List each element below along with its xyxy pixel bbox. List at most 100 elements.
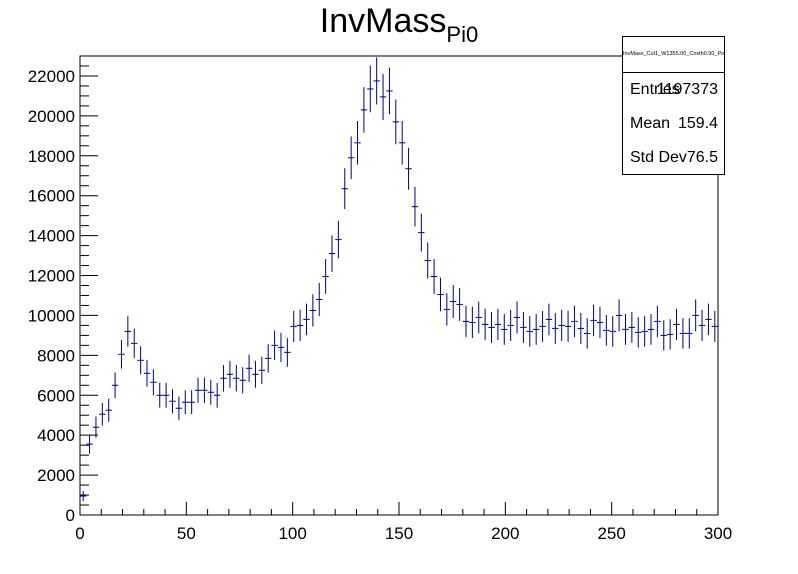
- data-point: [494, 308, 502, 341]
- data-point: [335, 220, 342, 259]
- data-point: [213, 382, 221, 408]
- stats-histogram-name: InvMass_Cut1_W1355.00_Costh0.90_PolState…: [623, 37, 724, 73]
- data-point: [571, 305, 578, 338]
- data-point: [124, 316, 132, 347]
- data-point: [660, 320, 667, 351]
- data-point: [303, 303, 310, 336]
- data-point: [162, 382, 170, 408]
- stats-label: Mean: [630, 115, 671, 132]
- data-point: [399, 121, 406, 165]
- data-point: [405, 147, 412, 190]
- stats-label: Std Dev: [630, 149, 687, 166]
- data-point: [596, 306, 604, 339]
- data-point: [131, 328, 138, 359]
- data-point: [450, 284, 457, 318]
- data-point: [411, 186, 419, 227]
- x-tick-label: 250: [597, 524, 625, 543]
- title-main: InvMass: [319, 2, 447, 40]
- stats-value: 76.5: [686, 149, 718, 166]
- data-point: [424, 242, 431, 279]
- data-point: [628, 311, 636, 343]
- data-point: [316, 282, 323, 317]
- data-point: [488, 311, 495, 343]
- data-point: [201, 377, 208, 403]
- data-point: [520, 311, 527, 343]
- y-tick-label: 16000: [28, 187, 75, 206]
- data-point: [328, 235, 336, 272]
- y-tick-label: 22000: [28, 67, 75, 86]
- data-point: [309, 294, 317, 327]
- data-point: [532, 314, 540, 345]
- data-point: [271, 330, 278, 361]
- data-point: [584, 318, 591, 349]
- stats-box: InvMass_Cut1_W1355.00_Costh0.90_PolState…: [622, 36, 725, 175]
- data-point: [80, 491, 87, 501]
- data-point: [143, 359, 151, 387]
- data-point: [552, 312, 559, 344]
- y-tick-label: 0: [66, 506, 75, 525]
- data-point: [386, 67, 393, 115]
- data-point: [252, 360, 259, 388]
- data-point: [654, 305, 661, 338]
- data-point: [156, 382, 163, 408]
- data-point: [501, 314, 508, 345]
- data-point: [239, 367, 246, 394]
- data-point: [698, 309, 706, 341]
- y-tick-label: 6000: [37, 386, 75, 405]
- data-point: [111, 372, 119, 399]
- data-point: [513, 301, 521, 334]
- data-point: [194, 377, 202, 403]
- stats-row-mean: Mean 159.4: [630, 107, 718, 141]
- data-point: [367, 65, 374, 113]
- x-tick-label: 50: [177, 524, 196, 543]
- data-point: [539, 310, 546, 342]
- data-point: [226, 360, 234, 388]
- data-point: [220, 365, 227, 392]
- data-point: [475, 301, 482, 334]
- data-point: [545, 303, 553, 336]
- data-point: [182, 390, 189, 415]
- y-tick-label: 8000: [37, 346, 75, 365]
- data-point: [150, 369, 157, 396]
- data-point: [686, 318, 693, 349]
- data-point: [418, 213, 425, 252]
- x-tick-label: 0: [75, 524, 84, 543]
- data-point: [175, 396, 183, 420]
- axes: 0 50 100 150 200 250 300 0 2000 4000 6000 8000 10000…: [28, 55, 732, 543]
- data-point: [603, 315, 610, 346]
- data-point: [456, 288, 463, 321]
- data-point: [207, 379, 214, 405]
- stats-value: 1197373: [656, 81, 718, 98]
- y-tick-label: 14000: [28, 227, 75, 246]
- data-point: [679, 318, 687, 349]
- data-point: [705, 303, 712, 336]
- y-tick-label: 4000: [37, 426, 75, 445]
- data-point: [277, 332, 285, 362]
- data-point: [641, 316, 648, 347]
- data-point: [245, 354, 253, 383]
- data-point: [437, 277, 444, 312]
- data-point: [462, 305, 470, 338]
- y-tick-label: 2000: [37, 466, 75, 485]
- y-tick-label: 10000: [28, 306, 75, 325]
- x-tick-label: 300: [704, 524, 732, 543]
- x-tick-label: 100: [278, 524, 306, 543]
- data-point: [673, 308, 680, 341]
- x-tick-label: 150: [385, 524, 413, 543]
- data-point: [99, 402, 106, 426]
- data-point: [430, 259, 438, 294]
- data-point: [233, 365, 240, 392]
- data-point: [290, 310, 297, 342]
- stats-row-std-dev: Std Dev 76.5: [630, 141, 718, 175]
- data-point: [322, 259, 329, 294]
- data-point: [341, 168, 348, 210]
- title-subscript: Pi0: [446, 22, 479, 47]
- data-point: [118, 340, 125, 369]
- data-point: [360, 87, 368, 133]
- data-point: [526, 316, 533, 347]
- data-point: [105, 398, 112, 422]
- data-markers: [80, 57, 718, 501]
- data-point: [711, 310, 718, 342]
- data-point: [258, 356, 266, 384]
- data-point: [615, 299, 623, 332]
